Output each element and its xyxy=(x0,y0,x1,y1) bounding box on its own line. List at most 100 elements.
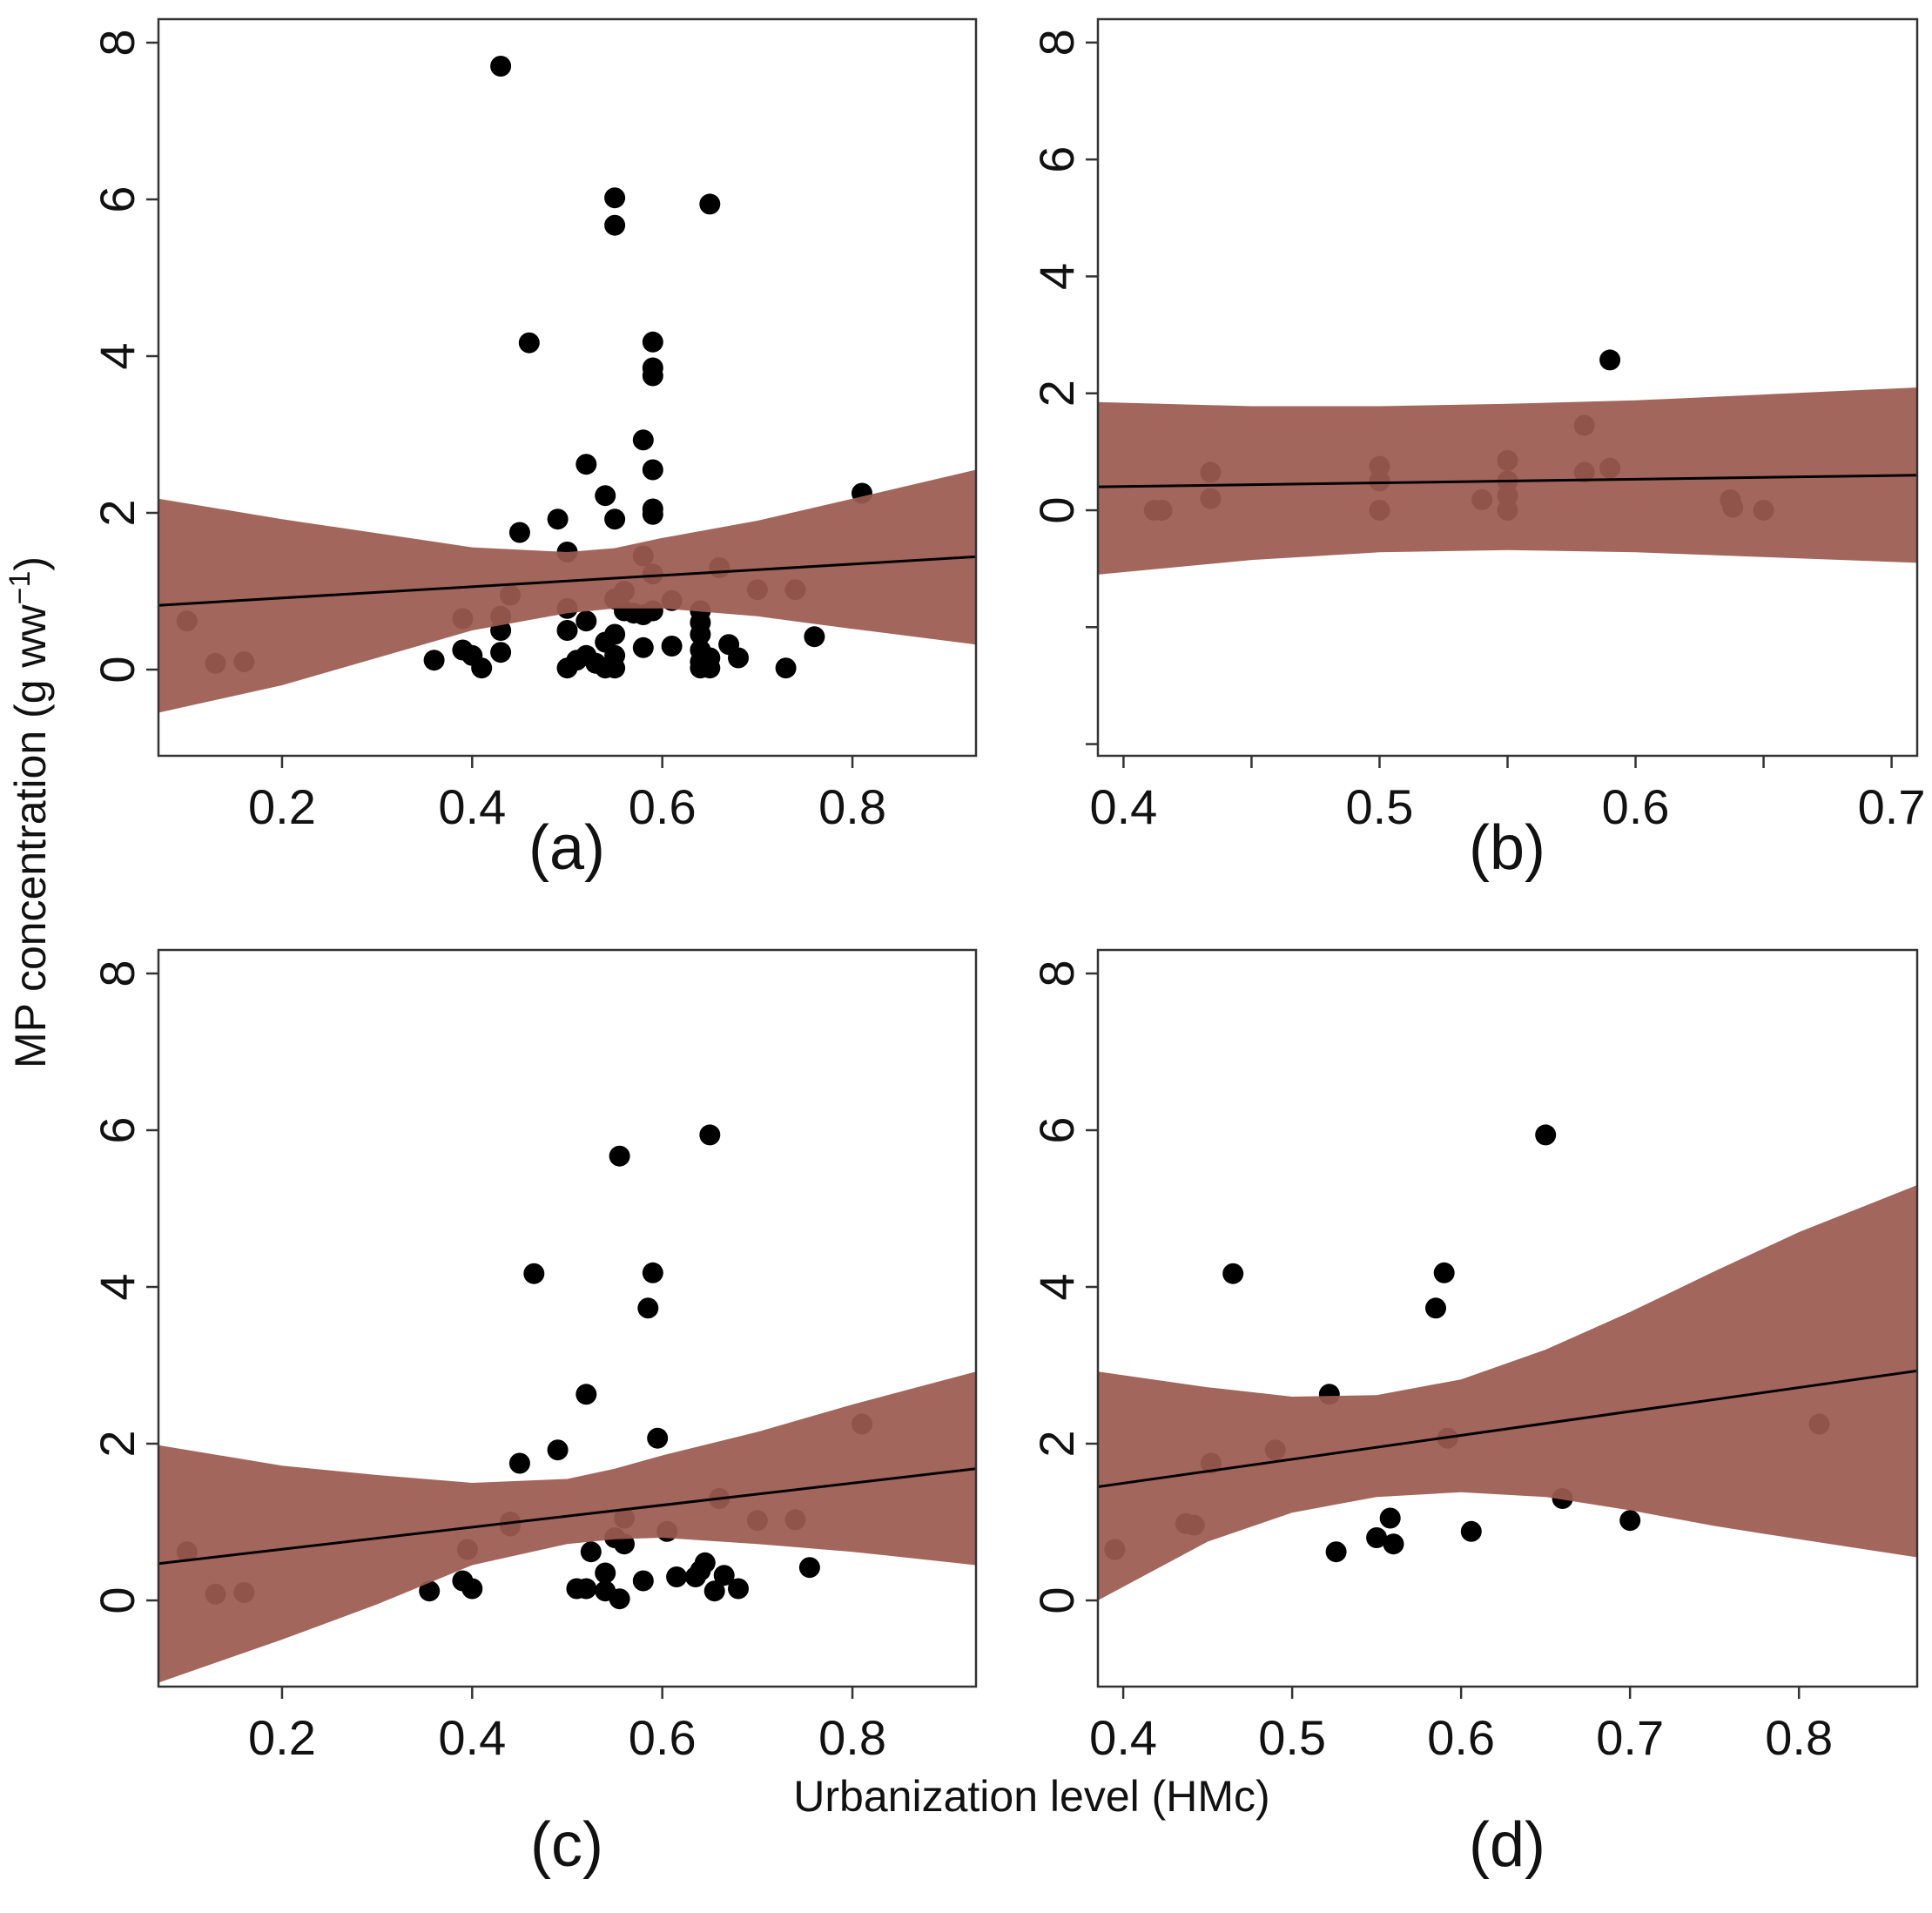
data-point xyxy=(666,1566,688,1587)
y-axis-title: MP concentration (g ww−1) xyxy=(3,556,55,1068)
x-tick-label: 0.4 xyxy=(438,1710,506,1765)
data-point xyxy=(642,1262,663,1283)
data-point xyxy=(1599,349,1621,371)
data-point xyxy=(556,620,578,641)
data-point xyxy=(642,331,663,353)
data-point xyxy=(804,626,825,648)
x-tick-label: 0.4 xyxy=(1089,1710,1157,1765)
plot-area xyxy=(158,56,976,713)
data-point xyxy=(637,1297,659,1319)
data-point xyxy=(775,657,797,679)
x-tick-label: 0.8 xyxy=(1765,1710,1833,1765)
data-point xyxy=(690,623,711,645)
data-point xyxy=(609,1588,630,1610)
y-tick-label: 6 xyxy=(1029,146,1084,173)
regression-line xyxy=(158,1467,976,1566)
data-point xyxy=(423,650,445,671)
panel-d: 0.4 0.5 0.6 0.7 0.8 0 2 4 6 8 (d) xyxy=(1029,948,1919,1880)
data-point xyxy=(604,509,626,530)
y-tick-label: 2 xyxy=(1029,380,1084,407)
y-tick-label: 6 xyxy=(90,1116,145,1143)
confidence-band xyxy=(158,1371,976,1683)
plot-area xyxy=(1098,1124,1917,1600)
data-point xyxy=(508,1452,530,1474)
data-point xyxy=(1535,1124,1557,1146)
x-tick-label: 0.6 xyxy=(1427,1710,1495,1765)
data-point xyxy=(1425,1297,1446,1319)
data-point xyxy=(419,1580,441,1602)
y-tick-label: 8 xyxy=(90,960,145,987)
data-point xyxy=(632,1570,654,1592)
data-point xyxy=(461,1578,483,1600)
data-point xyxy=(699,193,721,215)
data-point xyxy=(580,1541,602,1563)
x-tick-label: 0.6 xyxy=(629,1710,697,1765)
panel-label: (b) xyxy=(1469,813,1545,883)
x-tick-label: 0.5 xyxy=(1346,779,1414,834)
data-point xyxy=(609,1145,630,1167)
data-point xyxy=(576,610,597,632)
plot-frame xyxy=(157,948,978,1688)
data-point xyxy=(699,1124,721,1146)
y-tick-label: 0 xyxy=(90,1586,145,1613)
x-tick-label: 0.2 xyxy=(248,779,316,834)
data-point xyxy=(576,1384,597,1405)
data-point xyxy=(604,657,626,679)
data-point xyxy=(595,1562,616,1584)
data-point xyxy=(703,1580,725,1602)
data-point xyxy=(604,187,626,209)
regression-line xyxy=(1098,474,1917,488)
x-tick-label: 0.8 xyxy=(818,1710,886,1765)
y-tick-label: 8 xyxy=(1029,960,1084,987)
plot-area xyxy=(1098,349,1917,575)
plot-frame xyxy=(157,17,978,758)
x-tick-label: 0.2 xyxy=(248,1710,316,1765)
y-axis-title-superscript: −1 xyxy=(3,571,37,605)
data-point xyxy=(576,1578,597,1600)
x-axis-title: Urbanization level (HMc) xyxy=(793,1772,1269,1821)
y-tick-label: 2 xyxy=(90,1430,145,1457)
data-point xyxy=(490,56,512,77)
data-point xyxy=(647,1427,669,1449)
confidence-band xyxy=(158,469,976,713)
data-point xyxy=(490,642,512,663)
x-tick-label: 0.6 xyxy=(629,779,697,834)
y-tick-label: 0 xyxy=(1029,1586,1084,1613)
y-axis-title-main: MP concentration (g ww xyxy=(6,604,55,1069)
data-point xyxy=(518,332,540,354)
data-point xyxy=(1325,1541,1347,1563)
x-tick-label: 0.4 xyxy=(438,779,506,834)
data-point xyxy=(604,623,626,645)
data-point xyxy=(642,503,663,525)
y-tick-label: 8 xyxy=(90,29,145,56)
x-tick-label: 0.5 xyxy=(1258,1710,1326,1765)
data-point xyxy=(1222,1263,1244,1284)
data-point xyxy=(1379,1507,1401,1529)
x-tick-label: 0.4 xyxy=(1089,779,1157,834)
plot-frame xyxy=(1096,948,1919,1688)
data-point xyxy=(632,429,654,451)
y-tick-label: 2 xyxy=(90,499,145,526)
y-axis-title-end: ) xyxy=(6,556,55,571)
data-point xyxy=(547,509,569,530)
data-point xyxy=(1460,1520,1482,1542)
regression-line xyxy=(158,555,976,607)
panel-label: (a) xyxy=(528,813,605,883)
y-tick-label: 4 xyxy=(1029,263,1084,290)
data-point xyxy=(471,657,493,679)
y-tick-label: 0 xyxy=(1029,496,1084,523)
data-point xyxy=(1619,1510,1641,1532)
data-point xyxy=(604,214,626,236)
y-tick-label: 4 xyxy=(1029,1273,1084,1300)
y-tick-label: 2 xyxy=(1029,1430,1084,1457)
regression-line xyxy=(1098,1369,1917,1488)
x-tick-label: 0.8 xyxy=(818,779,886,834)
panel-a: 0.2 0.4 0.6 0.8 0 2 4 6 8 (a) xyxy=(90,17,978,883)
data-point xyxy=(699,657,721,679)
panel-b: 0.4 0.5 0.6 0.7 0 2 4 6 8 (b) xyxy=(1029,17,1926,883)
plot-area xyxy=(158,1124,976,1683)
plot-frame xyxy=(1096,17,1919,758)
data-point xyxy=(694,1552,716,1573)
data-point xyxy=(661,636,683,657)
